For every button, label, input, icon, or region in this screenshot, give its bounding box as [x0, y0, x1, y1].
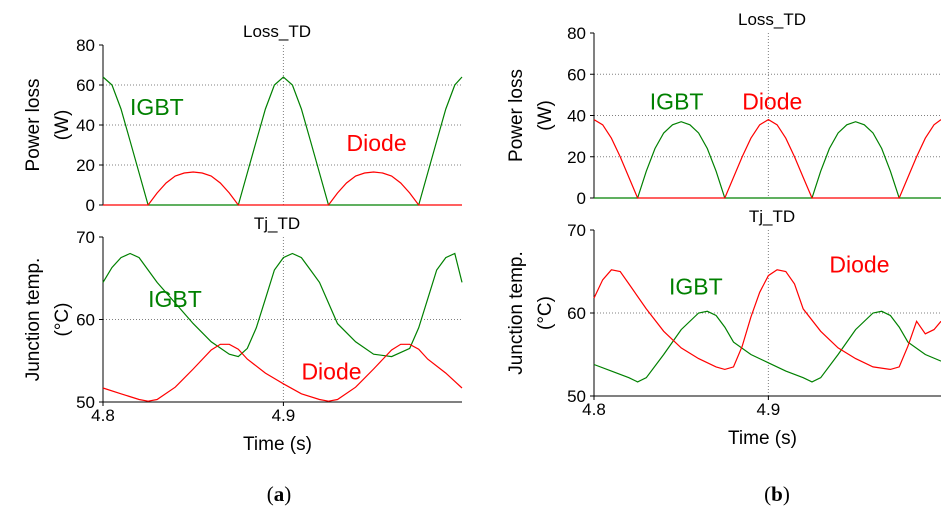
y-axis-label: (W) [52, 110, 73, 141]
series-label-igbt: IGBT [130, 94, 184, 120]
series-line-diode [103, 171, 462, 206]
x-axis-label: Time (s) [728, 428, 797, 449]
y-tick-label: 40 [567, 107, 586, 126]
panel-caption: (a) [267, 482, 292, 506]
y-tick-label: 80 [76, 36, 95, 55]
x-axis-label: Time (s) [243, 434, 312, 455]
series-line-diode [102, 343, 463, 402]
chart-title: Loss_TD [738, 10, 806, 29]
y-tick-label: 70 [76, 228, 95, 247]
y-tick-label: 0 [86, 196, 95, 215]
y-axis-label: Junction temp. [506, 251, 527, 375]
y-tick-label: 40 [76, 116, 95, 135]
series-line-igbt [102, 252, 463, 358]
y-tick-label: 60 [567, 304, 586, 323]
panel-caption: (b) [764, 482, 790, 506]
series-line-diode [593, 269, 941, 371]
chart-b-1: 0 20 40 60 80 Loss_TD Power loss (W) IGBT Diode [506, 10, 941, 208]
y-axis-label: Power loss [506, 69, 527, 162]
series-line-igbt [593, 310, 941, 383]
y-tick-label: 50 [567, 387, 586, 406]
y-tick-label: 70 [567, 221, 586, 240]
y-axis-label: Power loss [23, 79, 44, 172]
y-axis-label: (°C) [535, 296, 556, 330]
series-label-diode: Diode [829, 251, 889, 277]
x-tick-label: 4.8 [91, 406, 115, 425]
y-axis-label: (W) [535, 100, 556, 131]
y-tick-label: 80 [567, 24, 586, 43]
chart-b-2: 50 60 70 4.8 4.9 Tj_TD Junction temp. (°C) Time … [506, 207, 941, 449]
series-label-diode: Diode [301, 359, 361, 385]
y-tick-label: 50 [76, 393, 95, 412]
x-tick-label: 4.9 [757, 400, 781, 419]
y-tick-label: 60 [76, 76, 95, 95]
chart-title: Loss_TD [243, 22, 311, 41]
x-tick-label: 4.9 [272, 406, 296, 425]
y-axis-label: (°C) [52, 303, 73, 337]
series-label-igbt: IGBT [669, 274, 723, 300]
y-tick-label: 20 [567, 148, 586, 167]
chart-title: Tj_TD [749, 207, 795, 226]
y-tick-label: 60 [567, 65, 586, 84]
series-line-igbt [594, 121, 941, 199]
series-label-diode: Diode [347, 130, 407, 156]
series-label-igbt: IGBT [148, 286, 202, 312]
chart-a-2: 50 60 70 4.8 4.9 Tj_TD Junction temp. (°C) Time … [23, 214, 463, 455]
series-label-diode: Diode [742, 88, 802, 114]
y-axis-label: Junction temp. [23, 258, 44, 382]
series-line-diode [593, 118, 941, 199]
chart-title: Tj_TD [254, 214, 300, 233]
y-tick-label: 20 [76, 156, 95, 175]
chart-a-1: 0 20 40 60 80 Loss_TD Power loss (W) IGBT Diode [23, 22, 463, 215]
x-tick-label: 4.8 [582, 400, 606, 419]
y-tick-label: 0 [577, 189, 586, 208]
series-label-igbt: IGBT [650, 88, 704, 114]
y-tick-label: 60 [76, 311, 95, 330]
series-line-igbt [102, 76, 463, 206]
